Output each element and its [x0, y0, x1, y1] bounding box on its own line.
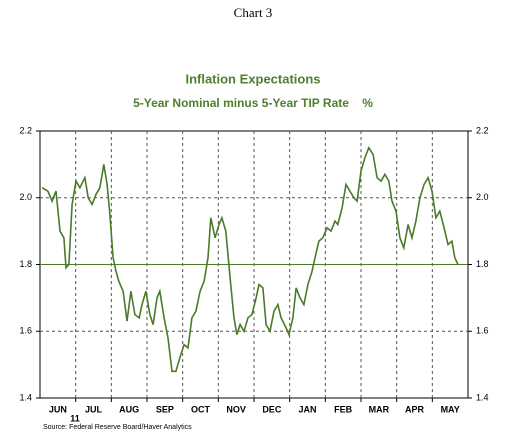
y2-tick-label: 1.4	[476, 392, 489, 402]
x-tick-label: MAR	[369, 404, 390, 414]
chart-header: Chart 3	[234, 5, 273, 20]
x-tick-label: MAY	[441, 404, 460, 414]
y2-tick-label: 1.6	[476, 326, 489, 336]
y-tick-label: 2.0	[19, 192, 32, 202]
chart-subtitle: 5-Year Nominal minus 5-Year TIP Rate %	[133, 96, 373, 110]
y2-tick-label: 2.2	[476, 125, 489, 135]
x-tick-label: NOV	[226, 404, 246, 414]
source-note: Source: Federal Reserve Board/Haver Anal…	[43, 424, 192, 431]
y-tick-label: 2.2	[19, 125, 32, 135]
x-tick-label: SEP	[156, 404, 174, 414]
y-tick-label: 1.6	[19, 326, 32, 336]
year-label: 11	[70, 413, 80, 423]
data-line	[41, 145, 459, 373]
x-tick-label: DEC	[262, 404, 282, 414]
y2-tick-label: 1.8	[476, 259, 489, 269]
y2-tick-label: 2.0	[476, 192, 489, 202]
x-tick-label: JAN	[298, 404, 316, 414]
x-tick-label: JUL	[85, 404, 103, 414]
chart-title: Inflation Expectations	[185, 71, 320, 86]
x-tick-label: JUN	[49, 404, 67, 414]
x-tick-label: OCT	[191, 404, 211, 414]
y-tick-label: 1.8	[19, 259, 32, 269]
x-tick-label: APR	[405, 404, 425, 414]
x-tick-label: AUG	[119, 404, 139, 414]
x-tick-label: FEB	[334, 404, 353, 414]
y-tick-label: 1.4	[19, 392, 32, 402]
